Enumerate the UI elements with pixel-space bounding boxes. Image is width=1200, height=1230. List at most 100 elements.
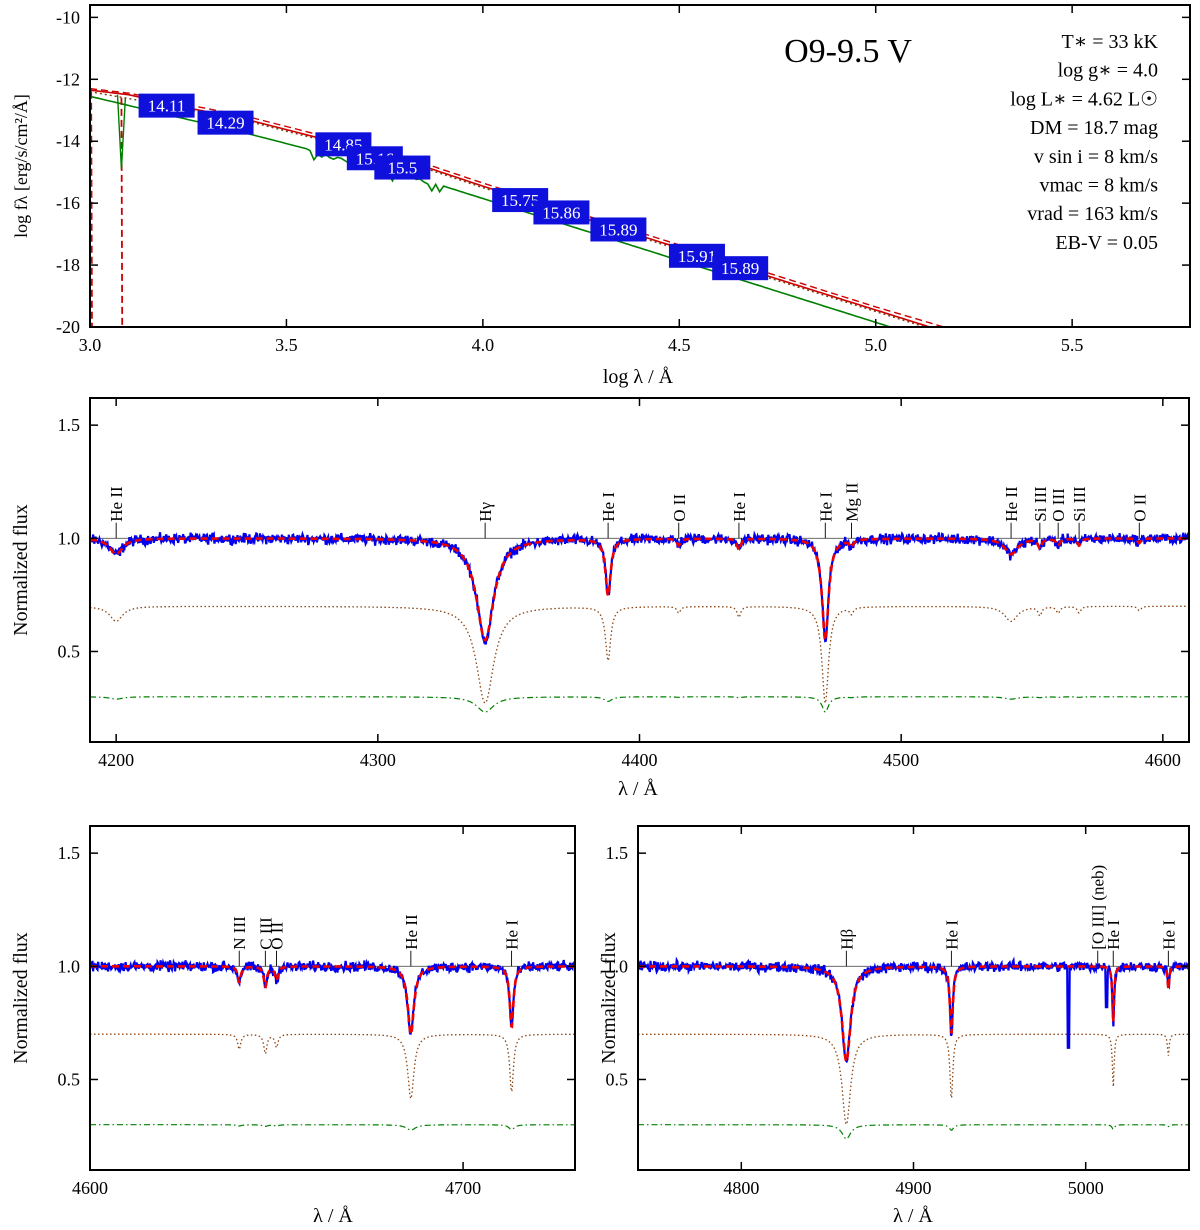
sed-param: vrad = 163 km/s: [1027, 203, 1158, 225]
spec2-ylabel: Normalized flux: [10, 932, 32, 1064]
photometry-box: [668, 243, 725, 268]
spec2-ytick-label: 0.5: [58, 1069, 81, 1089]
sed-param: vmac = 8 km/s: [1040, 175, 1159, 197]
spec1-ytick-label: 1.5: [58, 415, 81, 435]
sed-frame: [89, 4, 1191, 328]
sed-absorption-dip: [116, 94, 127, 170]
spec3-line-label: He I: [1159, 920, 1178, 950]
spec1-xtick-label: 4200: [98, 750, 134, 770]
sed-xtick-label: 5.0: [864, 335, 887, 355]
spec2-frame: [89, 825, 576, 1171]
sed-param: EB-V = 0.05: [1055, 232, 1158, 254]
spec2-observed: [90, 958, 575, 1036]
photometry-label: 15.89: [721, 259, 759, 278]
spec2-ytick-label: 1.5: [58, 843, 81, 863]
photometry-box: [590, 217, 647, 242]
spec1-line-label: He I: [816, 492, 835, 522]
spec3-xtick-label: 4900: [896, 1178, 932, 1198]
photometry-box: [138, 93, 195, 118]
spec3-ylabel: Normalized flux: [598, 932, 620, 1064]
sed-param: DM = 18.7 mag: [1030, 117, 1158, 139]
sed-ytick-label: -10: [56, 7, 80, 27]
sed-panel: 14.1114.2914.8515.1615.515.7515.8615.891…: [11, 4, 1191, 388]
sed-xtick-label: 4.0: [472, 335, 495, 355]
spec1-line-label: O II: [670, 494, 689, 522]
spec1-model: [90, 537, 1189, 646]
spec3-ytick-label: 1.0: [606, 956, 629, 976]
sed-param: log g∗ = 4.0: [1058, 60, 1158, 82]
spec3-model: [638, 965, 1189, 1063]
spec3-line-label: He I: [1104, 920, 1123, 950]
spec1-ytick-label: 1.0: [58, 528, 81, 548]
sed-xtick-label: 3.0: [79, 335, 102, 355]
spec3-line-label: [O III] (neb): [1089, 865, 1108, 950]
spec2-xlabel: λ / Å: [313, 1205, 353, 1227]
spectrum-panel-1: 4200 4300 4400 4500 4600 0.5 1.0 1.5 He II Hγ He …: [10, 397, 1190, 800]
spec2-xtick-label: 4700: [445, 1178, 481, 1198]
spec3-xtick-label: 5000: [1068, 1178, 1104, 1198]
spec3-xtick-label: 4800: [723, 1178, 759, 1198]
spec1-line-label: He II: [1002, 486, 1021, 522]
spec1-line-label: O III: [1049, 488, 1068, 522]
sed-xtick-label: 3.5: [275, 335, 298, 355]
sed-param: T∗ = 33 kK: [1061, 31, 1158, 53]
spec1-xtick-label: 4400: [622, 750, 658, 770]
spec1-line-label: Si III: [1031, 486, 1050, 522]
photometry-label: 14.11: [148, 97, 186, 116]
sed-title: O9-9.5 V: [784, 33, 912, 70]
spec1-line-label: Hγ: [476, 501, 495, 521]
spec2-secondary-model: [90, 1124, 575, 1131]
spec1-ytick-label: 0.5: [58, 641, 81, 661]
spec1-line-label: He I: [599, 492, 618, 522]
sed-ytick-label: -16: [56, 193, 80, 213]
photometry-box: [197, 110, 254, 135]
photometry-box: [712, 256, 769, 281]
sed-xlabel: log λ / Å: [603, 366, 674, 388]
sed-ytick-label: -12: [56, 69, 80, 89]
spec1-primary-model: [90, 605, 1189, 706]
spec2-xtick-label: 4600: [72, 1178, 108, 1198]
photometry-label: 15.91: [678, 247, 716, 266]
spec1-xtick-label: 4300: [360, 750, 396, 770]
sed-ylabel: log fλ [erg/s/cm²/Å]: [11, 94, 31, 238]
spec3-observed: [638, 956, 1189, 1064]
sed-edge-lines: [90, 91, 124, 327]
sed-xtick-label: 5.5: [1061, 335, 1084, 355]
spec2-ytick-label: 1.0: [58, 956, 81, 976]
photometry-label: 15.5: [387, 159, 417, 178]
photometry-label: 15.75: [501, 191, 539, 210]
photometry-box: [533, 200, 590, 225]
sed-xtick-label: 4.5: [668, 335, 691, 355]
sed-ytick-label: -14: [56, 131, 80, 151]
spec3-ytick-label: 0.5: [606, 1069, 629, 1089]
spec2-primary-model: [90, 1033, 575, 1100]
spec2-model: [90, 965, 575, 1037]
photometry-box: [374, 155, 431, 180]
spec2-line-label: C III: [256, 917, 275, 950]
spec3-secondary-model: [638, 1124, 1189, 1140]
spec2-line-label: He II: [402, 914, 421, 950]
sed-param: v sin i = 8 km/s: [1034, 146, 1158, 168]
sed-ytick-label: -18: [56, 255, 80, 275]
spec1-line-label: Mg II: [842, 482, 861, 522]
spec1-frame: [89, 397, 1190, 743]
photometry-label: 15.89: [599, 220, 637, 239]
photometry-label: 15.86: [542, 203, 580, 222]
spec1-xtick-label: 4500: [883, 750, 919, 770]
spec1-line-label: Si III: [1070, 486, 1089, 522]
spec3-line-label: Hβ: [837, 929, 856, 950]
spec3-primary-model: [638, 1033, 1189, 1125]
spec3-line-label: He I: [942, 920, 961, 950]
spec2-line-label: O II: [268, 922, 287, 950]
spec1-xtick-label: 4600: [1145, 750, 1181, 770]
spec3-ytick-label: 1.5: [606, 843, 629, 863]
spec3-xlabel: λ / Å: [893, 1205, 933, 1227]
spec1-line-label: O II: [1130, 494, 1149, 522]
spec1-observed: [90, 530, 1189, 645]
spec1-secondary-model: [90, 696, 1189, 713]
sed-ytick-label: -20: [56, 317, 80, 337]
spec1-line-label: He I: [730, 492, 749, 522]
